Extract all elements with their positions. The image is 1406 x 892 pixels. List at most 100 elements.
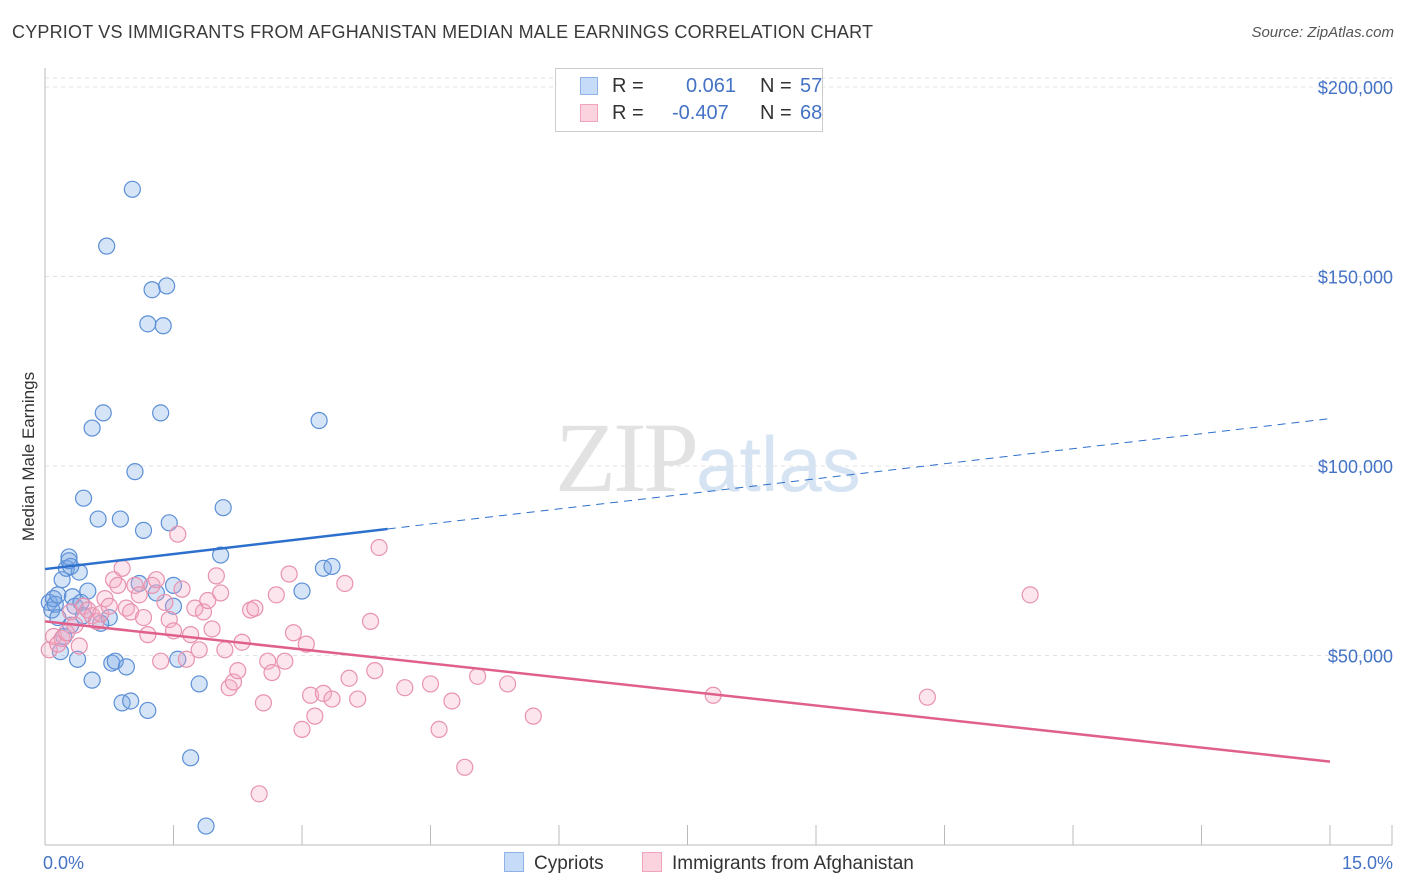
- cypriots-point: [134, 521, 153, 540]
- cypriots-point: [310, 411, 328, 430]
- cypriots-point: [94, 404, 112, 422]
- legend-r-label: R =: [612, 75, 644, 97]
- legend-n-value-afghanistan: 68: [800, 102, 823, 124]
- afghanistan-point: [182, 626, 200, 644]
- afghanistan-point: [301, 686, 320, 704]
- cypriots-trendline-extension: [387, 418, 1331, 530]
- cypriots-point: [197, 817, 215, 835]
- afghanistan-point: [199, 591, 217, 610]
- afghanistan-point: [276, 652, 294, 670]
- afghanistan-point: [361, 612, 380, 630]
- cypriots-point: [117, 658, 135, 676]
- afghanistan-point: [263, 663, 281, 682]
- afghanistan-point: [293, 720, 311, 738]
- y-tick-label: $200,000: [1318, 78, 1393, 98]
- afghanistan-trendline: [44, 620, 1331, 763]
- y-axis-title: Median Male Earnings: [19, 372, 38, 541]
- afghanistan-point: [246, 599, 264, 617]
- bottom-legend-swatch-afghanistan: [642, 852, 662, 872]
- afghanistan-point: [456, 758, 474, 776]
- afghanistan-point: [40, 641, 58, 659]
- watermark-zip: ZIP: [555, 402, 699, 513]
- afghanistan-point: [139, 626, 157, 644]
- afghanistan-point: [212, 584, 230, 602]
- afghanistan-point: [194, 603, 213, 621]
- afghanistan-point: [130, 586, 148, 604]
- afghanistan-point: [469, 667, 487, 685]
- afghanistan-point: [524, 707, 542, 725]
- cypriots-trendline: [44, 527, 388, 571]
- afghanistan-point: [207, 567, 225, 585]
- cypriots-point: [143, 281, 161, 299]
- y-tick-label: $50,000: [1328, 646, 1393, 666]
- cypriots-point: [139, 315, 157, 333]
- afghanistan-point: [229, 662, 247, 680]
- afghanistan-point: [280, 565, 298, 583]
- afghanistan-point: [70, 637, 88, 655]
- afghanistan-point: [336, 574, 354, 593]
- afghanistan-point: [113, 559, 131, 577]
- watermark: ZIPatlas: [555, 400, 861, 515]
- legend-r-value-afghanistan: -0.407: [672, 102, 729, 124]
- afghanistan-point: [421, 675, 440, 693]
- afghanistan-point: [443, 692, 461, 710]
- cypriots-point: [111, 510, 129, 528]
- cypriots-point: [139, 701, 157, 720]
- stats-legend: R = 0.061 N = 57 R = -0.407 N = 68: [555, 68, 823, 132]
- cypriots-point: [190, 675, 208, 693]
- legend-r-label: R =: [612, 102, 644, 124]
- afghanistan-point: [186, 599, 204, 617]
- afghanistan-point: [499, 675, 517, 693]
- afghanistan-point: [203, 620, 221, 638]
- afghanistan-point: [169, 525, 187, 543]
- afghanistan-point: [173, 580, 191, 598]
- afghanistan-point: [1021, 586, 1039, 604]
- cypriots-point: [212, 546, 230, 564]
- bottom-legend-cypriots: Cypriots: [504, 852, 604, 875]
- afghanistan-point: [250, 785, 268, 803]
- cypriots-point: [83, 671, 101, 689]
- y-tick-label: $150,000: [1318, 267, 1393, 287]
- afghanistan-point: [254, 694, 273, 712]
- cypriots-point: [123, 180, 141, 198]
- afghanistan-point: [134, 608, 153, 627]
- cypriots-point: [49, 586, 67, 604]
- cypriots-point: [106, 652, 124, 670]
- chart-source: Source: ZipAtlas.com: [1251, 24, 1394, 41]
- bottom-legend-swatch-cypriots: [504, 852, 524, 872]
- afghanistan-point: [147, 571, 165, 589]
- afghanistan-point: [396, 679, 414, 697]
- afghanistan-point: [284, 624, 303, 642]
- cypriots-point: [98, 237, 116, 255]
- x-tick-label: 0.0%: [43, 853, 84, 873]
- cypriots-point: [89, 510, 107, 528]
- afghanistan-point: [216, 641, 234, 659]
- afghanistan-point: [177, 650, 195, 668]
- cypriots-point: [182, 749, 200, 767]
- legend-n-label: N =: [760, 102, 792, 124]
- afghanistan-point: [366, 662, 384, 680]
- legend-n-value-cypriots: 57: [800, 75, 823, 97]
- afghanistan-point: [109, 576, 127, 594]
- cypriots-point: [53, 571, 71, 589]
- watermark-atlas: atlas: [696, 420, 861, 508]
- cypriots-point: [68, 650, 87, 668]
- afghanistan-point: [314, 684, 333, 702]
- cypriots-point: [164, 576, 183, 594]
- afghanistan-point: [160, 610, 178, 629]
- cypriots-point: [164, 597, 183, 615]
- bottom-legend-afghanistan: Immigrants from Afghanistan: [642, 852, 914, 875]
- cypriots-point: [122, 692, 140, 710]
- legend-r-value-cypriots: 0.061: [686, 75, 737, 97]
- afghanistan-point: [349, 690, 367, 708]
- afghanistan-point: [156, 593, 174, 612]
- afghanistan-point: [100, 597, 118, 615]
- legend-swatch-cypriots: [580, 77, 598, 95]
- afghanistan-point: [152, 652, 170, 670]
- cypriots-point: [74, 489, 93, 507]
- cypriots-point: [126, 463, 144, 481]
- y-tick-label: $100,000: [1318, 457, 1393, 477]
- afghanistan-point: [190, 641, 208, 659]
- chart-title: CYPRIOT VS IMMIGRANTS FROM AFGHANISTAN M…: [12, 22, 874, 42]
